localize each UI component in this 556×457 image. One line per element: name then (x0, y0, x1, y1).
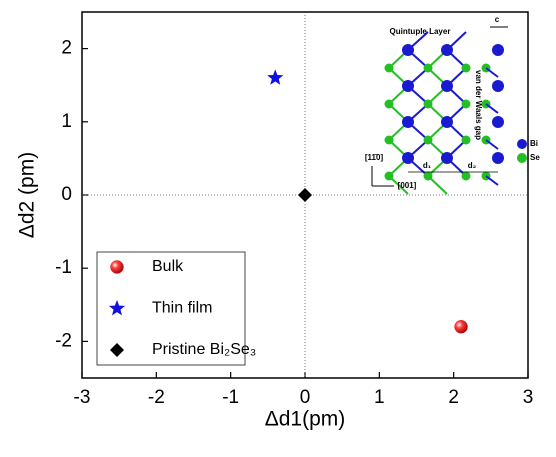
x-tick-label: 2 (448, 387, 459, 408)
legend-symbol (108, 300, 126, 316)
atom (423, 135, 433, 145)
legend-label: Bulk (152, 258, 184, 275)
bond (485, 175, 499, 186)
inset-legend-atom (517, 139, 527, 149)
atom (461, 99, 471, 109)
inset-legend-atom (517, 153, 527, 163)
x-tick-label: -1 (222, 387, 239, 408)
bond (485, 103, 499, 114)
atom (492, 152, 504, 164)
y-tick-label: 0 (61, 184, 72, 205)
atom (423, 63, 433, 73)
inset-legend-label: Se (530, 153, 540, 162)
data-point (454, 320, 468, 334)
legend-symbol (110, 260, 124, 274)
atom (492, 80, 504, 92)
y-tick-label: 1 (61, 111, 72, 132)
atom (492, 116, 504, 128)
legend-label: Thin film (152, 300, 212, 317)
atom (402, 116, 414, 128)
inset-c-label: c (495, 15, 500, 24)
data-point (267, 69, 284, 85)
atom (441, 116, 453, 128)
inset-d2: d₂ (468, 161, 477, 170)
atom (461, 171, 471, 181)
inset-dir-y: [11̄0] (365, 153, 384, 162)
x-tick-label: 3 (523, 387, 534, 408)
atom (441, 152, 453, 164)
atom (441, 44, 453, 56)
atom (384, 99, 394, 109)
bond (485, 139, 499, 150)
x-tick-label: -2 (148, 387, 165, 408)
y-axis-title: Δd2 (pm) (16, 152, 39, 238)
inset-gap-label: van der Waals gap (474, 70, 483, 140)
inset-dir-x: [001] (398, 181, 417, 190)
x-axis-title: Δd1(pm) (265, 408, 346, 431)
inset-title: Quintuple Layer (390, 27, 451, 36)
inset: Quintuple Layer van der Waals gap c Bi Se [11… (365, 15, 540, 195)
atom (461, 63, 471, 73)
atom (402, 152, 414, 164)
atom (384, 63, 394, 73)
atom (423, 99, 433, 109)
legend-label: Pristine Bi₂Se₃ (152, 341, 256, 358)
x-tick-label: -3 (74, 387, 91, 408)
atom (402, 44, 414, 56)
inset-legend-label: Bi (530, 139, 538, 148)
atom (441, 80, 453, 92)
atom (423, 171, 433, 181)
atom (402, 80, 414, 92)
data-point (298, 188, 312, 202)
atom (492, 44, 504, 56)
atom (384, 135, 394, 145)
x-tick-label: 1 (374, 387, 385, 408)
bond (485, 67, 499, 78)
y-tick-label: -2 (55, 330, 72, 351)
y-tick-label: -1 (55, 257, 72, 278)
inset-d1: d₁ (423, 161, 432, 170)
atom (384, 171, 394, 181)
x-tick-label: 0 (300, 387, 311, 408)
atom (461, 135, 471, 145)
legend-symbol (110, 343, 124, 357)
y-tick-label: 2 (61, 38, 72, 59)
